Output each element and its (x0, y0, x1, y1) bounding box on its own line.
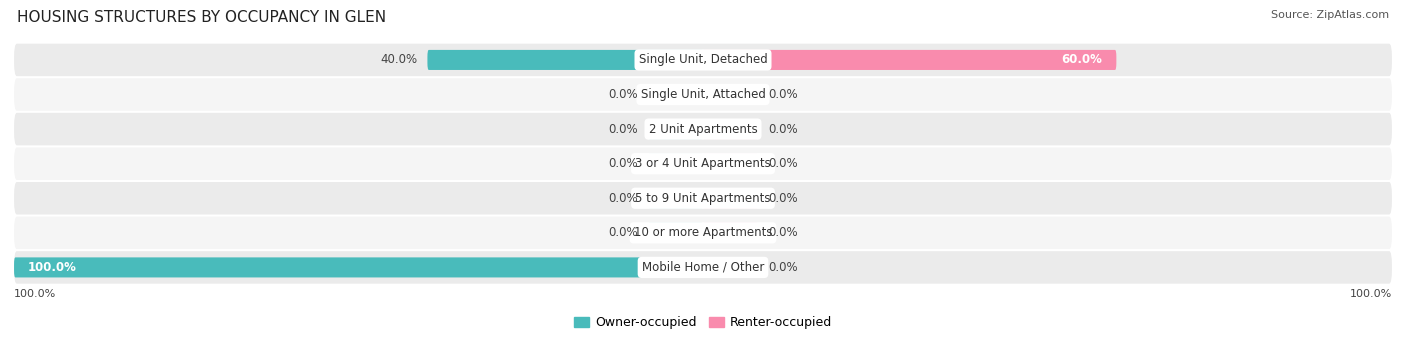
FancyBboxPatch shape (14, 182, 1392, 214)
FancyBboxPatch shape (648, 223, 703, 243)
FancyBboxPatch shape (427, 50, 703, 70)
Legend: Owner-occupied, Renter-occupied: Owner-occupied, Renter-occupied (568, 311, 838, 334)
Text: 2 Unit Apartments: 2 Unit Apartments (648, 123, 758, 136)
FancyBboxPatch shape (703, 257, 758, 278)
FancyBboxPatch shape (703, 154, 758, 174)
FancyBboxPatch shape (14, 257, 703, 278)
FancyBboxPatch shape (14, 113, 1392, 145)
FancyBboxPatch shape (703, 119, 758, 139)
FancyBboxPatch shape (14, 147, 1392, 180)
Text: 0.0%: 0.0% (607, 157, 637, 170)
FancyBboxPatch shape (648, 188, 703, 208)
Text: 0.0%: 0.0% (769, 261, 799, 274)
FancyBboxPatch shape (648, 85, 703, 105)
FancyBboxPatch shape (14, 78, 1392, 111)
Text: 0.0%: 0.0% (607, 226, 637, 239)
Text: 100.0%: 100.0% (14, 289, 56, 299)
Text: 3 or 4 Unit Apartments: 3 or 4 Unit Apartments (636, 157, 770, 170)
Text: 100.0%: 100.0% (28, 261, 77, 274)
Text: 100.0%: 100.0% (1350, 289, 1392, 299)
Text: 0.0%: 0.0% (769, 157, 799, 170)
Text: 0.0%: 0.0% (607, 88, 637, 101)
FancyBboxPatch shape (648, 154, 703, 174)
FancyBboxPatch shape (14, 251, 1392, 284)
Text: Source: ZipAtlas.com: Source: ZipAtlas.com (1271, 10, 1389, 20)
Text: 10 or more Apartments: 10 or more Apartments (634, 226, 772, 239)
Text: 5 to 9 Unit Apartments: 5 to 9 Unit Apartments (636, 192, 770, 205)
Text: 40.0%: 40.0% (380, 54, 418, 66)
Text: 0.0%: 0.0% (607, 192, 637, 205)
Text: 0.0%: 0.0% (769, 88, 799, 101)
Text: Single Unit, Attached: Single Unit, Attached (641, 88, 765, 101)
Text: 0.0%: 0.0% (607, 123, 637, 136)
FancyBboxPatch shape (14, 217, 1392, 249)
Text: 60.0%: 60.0% (1062, 54, 1102, 66)
FancyBboxPatch shape (14, 44, 1392, 76)
Text: Single Unit, Detached: Single Unit, Detached (638, 54, 768, 66)
Text: 0.0%: 0.0% (769, 192, 799, 205)
Text: Mobile Home / Other: Mobile Home / Other (641, 261, 765, 274)
FancyBboxPatch shape (703, 188, 758, 208)
FancyBboxPatch shape (703, 85, 758, 105)
Text: HOUSING STRUCTURES BY OCCUPANCY IN GLEN: HOUSING STRUCTURES BY OCCUPANCY IN GLEN (17, 10, 387, 25)
FancyBboxPatch shape (648, 119, 703, 139)
Text: 0.0%: 0.0% (769, 226, 799, 239)
FancyBboxPatch shape (703, 223, 758, 243)
FancyBboxPatch shape (703, 50, 1116, 70)
Text: 0.0%: 0.0% (769, 123, 799, 136)
